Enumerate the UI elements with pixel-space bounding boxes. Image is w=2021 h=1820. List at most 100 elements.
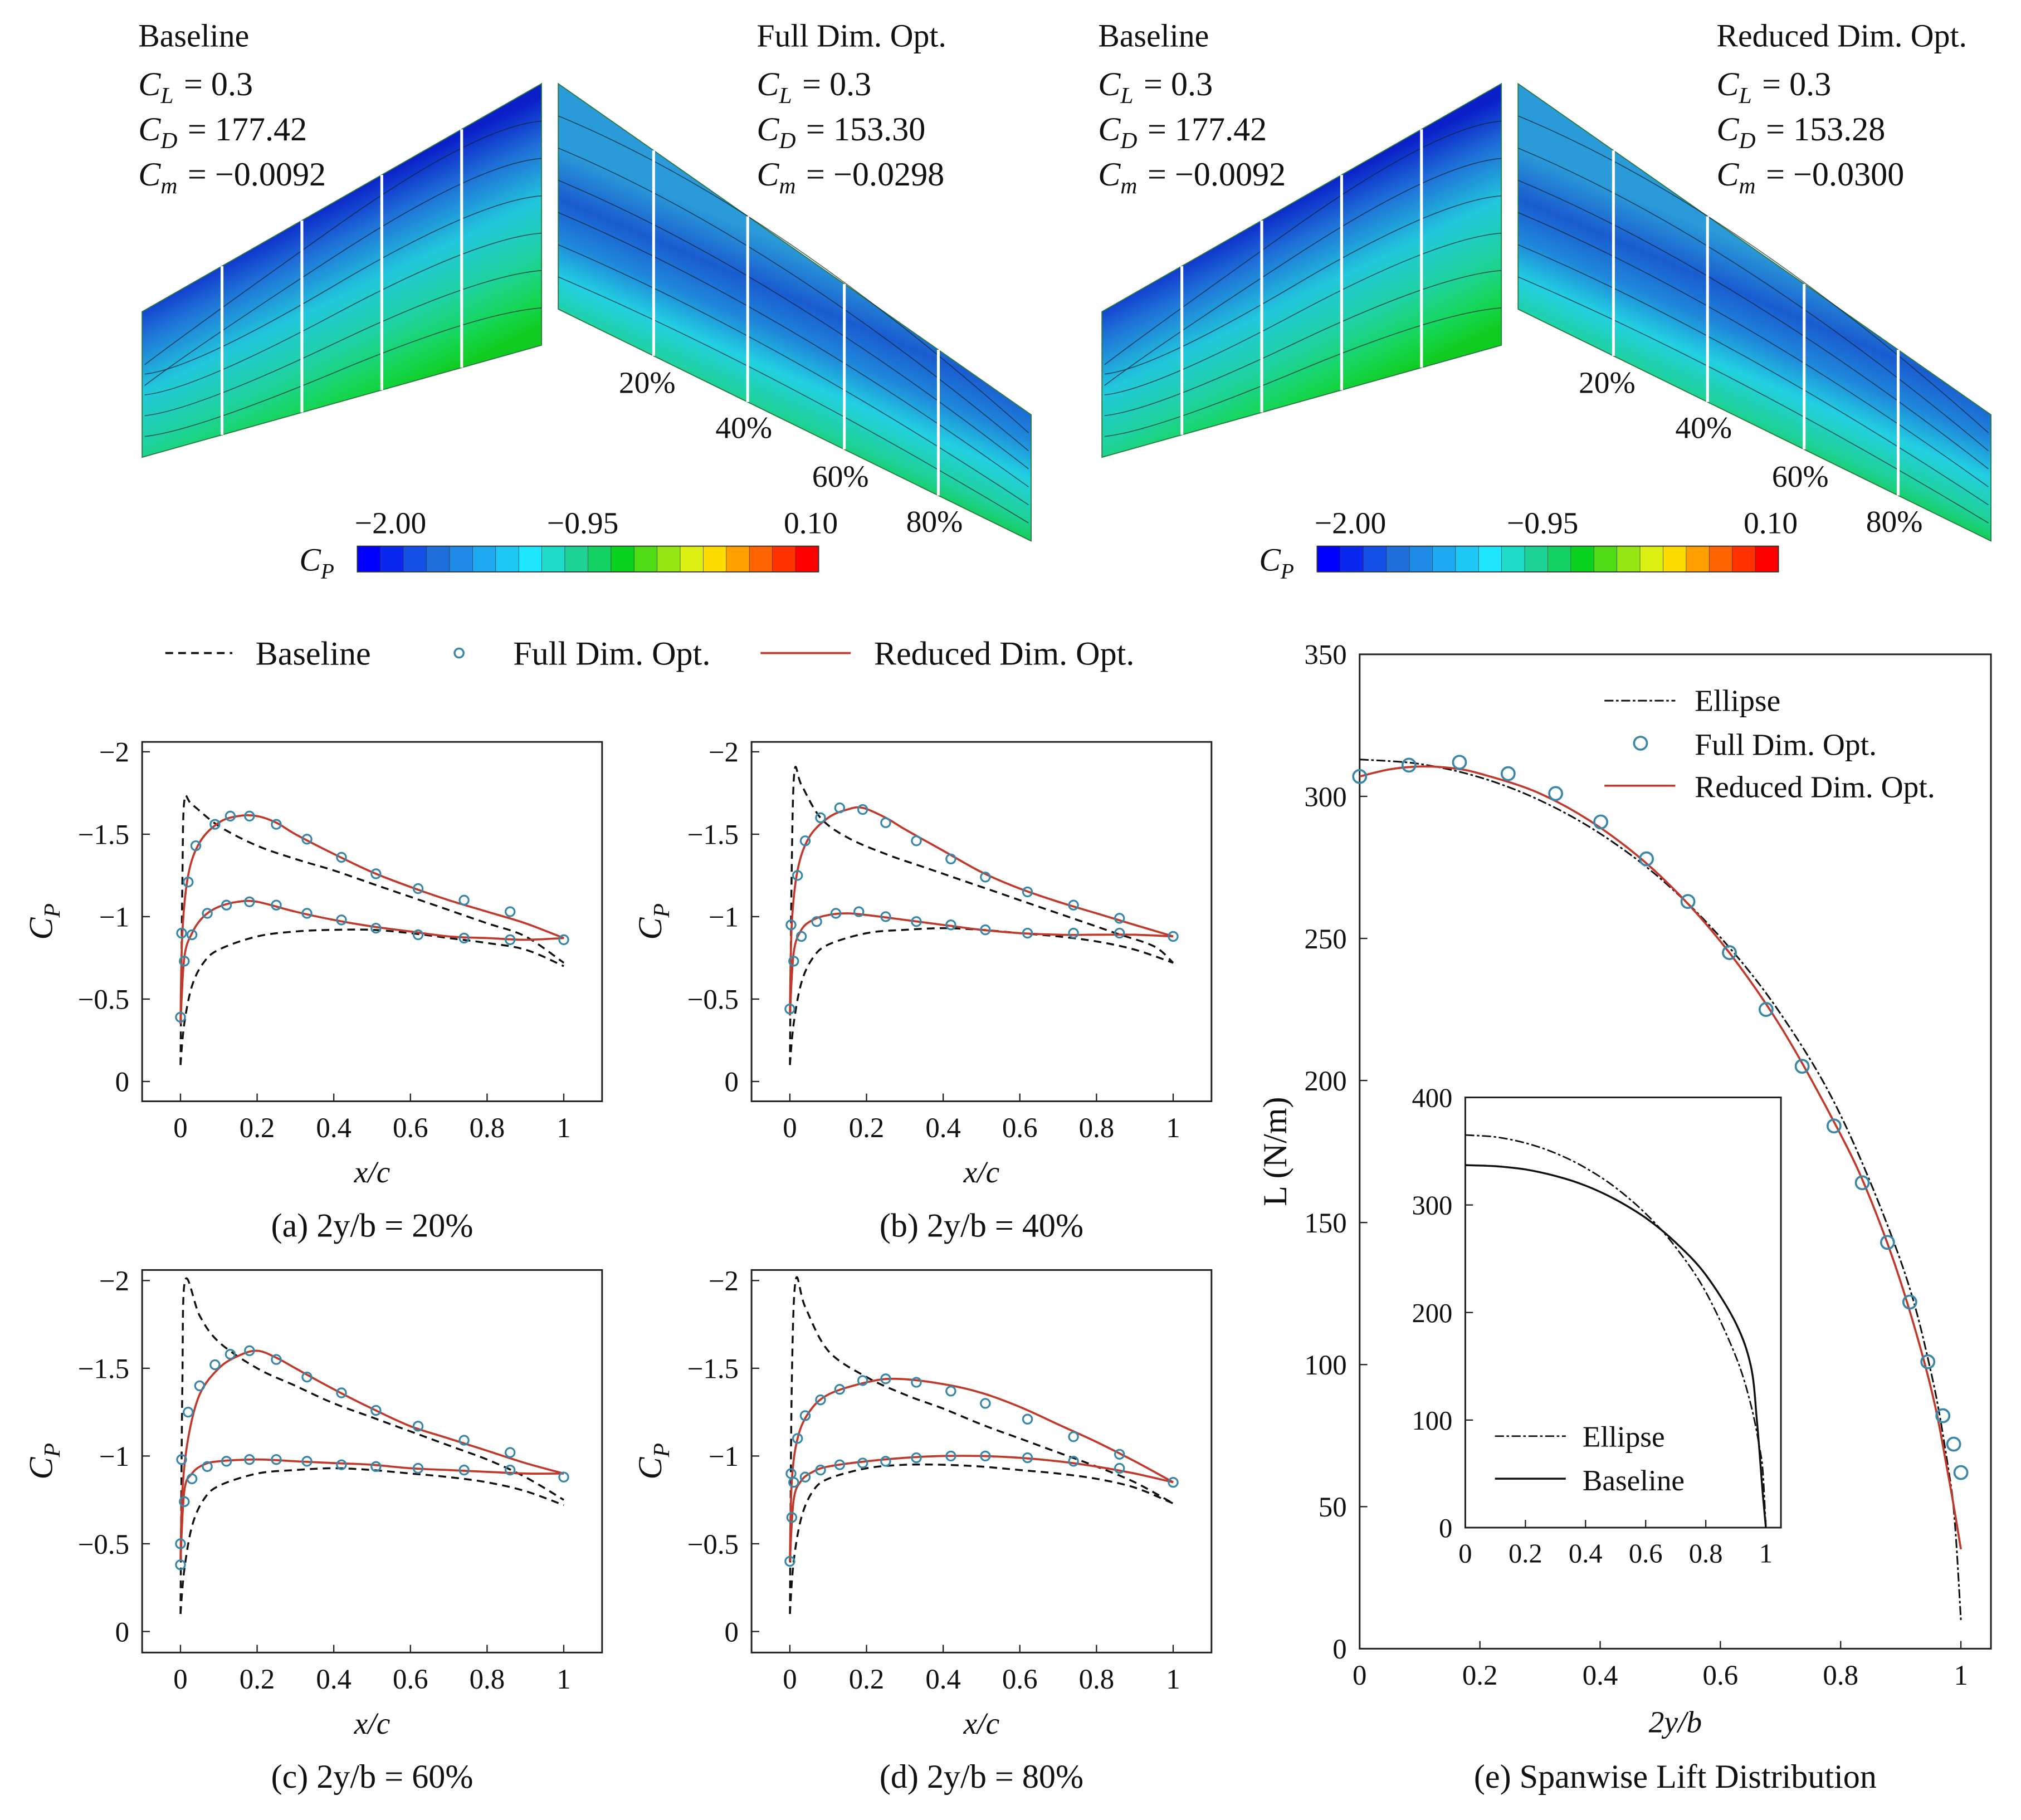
coef-value: = 153.30 xyxy=(806,111,925,148)
reduced-dim-legend-label: Reduced Dim. Opt. xyxy=(1695,771,1935,805)
y-tick-label: 150 xyxy=(1304,1208,1346,1239)
axes-frame xyxy=(750,1269,1213,1653)
x-tick-label: 0.2 xyxy=(240,1664,275,1695)
full-dim-point xyxy=(336,914,347,926)
y-tick-label: −2 xyxy=(709,1266,739,1297)
full-dim-point xyxy=(911,1452,922,1464)
full-dim-point xyxy=(1114,927,1125,939)
coef-cl: CL = 0.3 xyxy=(138,66,253,109)
full-dim-point xyxy=(194,1380,206,1392)
colorbar-cell xyxy=(633,546,658,573)
x-tick-label: 0.8 xyxy=(1079,1664,1115,1695)
baseline-lower-curve xyxy=(179,928,564,1065)
coef-subscript: m xyxy=(1739,173,1756,199)
coef-cm: Cm = −0.0300 xyxy=(1716,156,1904,199)
contour-line xyxy=(558,148,1029,452)
full-dim-point xyxy=(1920,1354,1936,1369)
full-dim-point xyxy=(980,1398,991,1409)
full-dim-point xyxy=(815,1394,826,1406)
full-dim-point xyxy=(190,840,202,852)
full-dim-point xyxy=(175,1559,186,1571)
full-dim-point xyxy=(370,922,382,934)
station-label: 60% xyxy=(812,460,869,494)
x-tick-label: 0.2 xyxy=(1462,1660,1498,1691)
contour-line xyxy=(558,244,1029,506)
full-dim-point xyxy=(857,1457,868,1469)
colorbar-cell xyxy=(1639,546,1664,573)
full-dim-point xyxy=(271,899,282,911)
contour-line xyxy=(1517,276,1989,524)
contour-line xyxy=(1104,158,1502,386)
full-dim-point xyxy=(799,1471,811,1483)
lift-distribution-plot: 0 0.2 0.4 0.6 0.8 1050100150200250300350Ellip… xyxy=(1257,640,1992,1795)
contour-line xyxy=(144,232,542,395)
coef-subscript: D xyxy=(1739,128,1756,154)
colorbar-cell xyxy=(564,546,589,573)
full-dim-point xyxy=(301,1456,313,1467)
coef-subscript: m xyxy=(1120,173,1137,199)
colorbar-cell xyxy=(772,546,797,573)
optimized-title: Full Dim. Opt. xyxy=(756,17,946,53)
x-tick-label: 1 xyxy=(1166,1664,1180,1695)
full-dim-point xyxy=(834,1459,846,1470)
x-tick-label: 0 xyxy=(1458,1538,1472,1568)
contour-line xyxy=(558,180,1029,469)
coef-symbol: C xyxy=(1098,156,1121,193)
colorbar-cell xyxy=(611,546,635,573)
inset-ellipse-legend-label: Ellipse xyxy=(1583,1420,1665,1453)
y-tick-label: −1 xyxy=(709,902,739,933)
full-dim-point xyxy=(1114,913,1125,924)
y-tick-label: −0.5 xyxy=(78,985,129,1016)
full-dim-point xyxy=(786,1511,798,1523)
colorbar-frame xyxy=(1316,545,1779,573)
coef-value: = −0.0298 xyxy=(806,156,944,193)
full-dim-point xyxy=(857,804,868,815)
full-dim-point xyxy=(412,929,424,941)
x-tick-label: 0 xyxy=(1353,1660,1366,1691)
y-tick-label: −2 xyxy=(99,737,129,769)
x-tick-label: 1 xyxy=(1166,1113,1180,1144)
full-dim-point xyxy=(1500,766,1516,781)
full-dim-point xyxy=(795,931,807,942)
y-tick-label: −2 xyxy=(709,737,739,769)
colorbar-tick-label: 0.10 xyxy=(784,507,838,541)
full-dim-point xyxy=(785,919,797,931)
full-dim-point xyxy=(183,877,194,888)
colorbar-cell xyxy=(1686,546,1710,573)
y-axis-label: CP xyxy=(632,1443,675,1480)
x-tick-label: 0.2 xyxy=(849,1664,885,1695)
full-dim-point xyxy=(980,872,991,883)
y-tick-label: −0.5 xyxy=(687,1529,739,1560)
full-dim-point xyxy=(792,870,803,881)
full-dim-point xyxy=(945,1386,956,1397)
contour-line xyxy=(1104,232,1502,395)
axes-frame xyxy=(750,741,1213,1102)
axes-frame xyxy=(141,1269,603,1653)
y-tick-label: −1 xyxy=(99,1441,129,1472)
coef-subscript: m xyxy=(779,173,795,199)
full-dim-point xyxy=(1022,927,1033,939)
full-dim-point xyxy=(1068,927,1079,939)
full-dim-point xyxy=(1593,814,1608,830)
colorbar-cell xyxy=(1617,546,1641,573)
x-tick-label: 0.8 xyxy=(470,1664,505,1695)
coef-symbol: C xyxy=(138,111,161,148)
cp-legend: Baseline Full Dim. Opt. Reduced Dim. Opt. xyxy=(165,635,1135,672)
colorbar-cell xyxy=(657,546,681,573)
full-dim-point xyxy=(799,1410,811,1421)
coef-subscript: L xyxy=(778,83,792,109)
y-axis-label: CP xyxy=(632,903,675,940)
cp-plot-a: 0 0.2 0.4 0.6 0.8 1 0 −0.5 −1 −1.5 −2 x/c CP (a) 2y/b… xyxy=(22,737,603,1244)
reduced-dim-legend-label: Reduced Dim. Opt. xyxy=(874,635,1135,672)
y-tick-label: 400 xyxy=(1412,1083,1452,1113)
y-axis-label: CP xyxy=(22,903,65,940)
colorbar-label: CP xyxy=(1259,542,1294,584)
coef-cm: Cm = −0.0092 xyxy=(1098,156,1286,199)
full-dim-point xyxy=(224,1348,236,1360)
ellipse-curve xyxy=(1359,759,1962,1621)
full-dim-point xyxy=(336,1459,347,1470)
subplot-caption: (c) 2y/b = 60% xyxy=(271,1758,473,1795)
y-tick-label: 350 xyxy=(1304,640,1346,671)
y-tick-label: 0 xyxy=(1332,1634,1346,1665)
